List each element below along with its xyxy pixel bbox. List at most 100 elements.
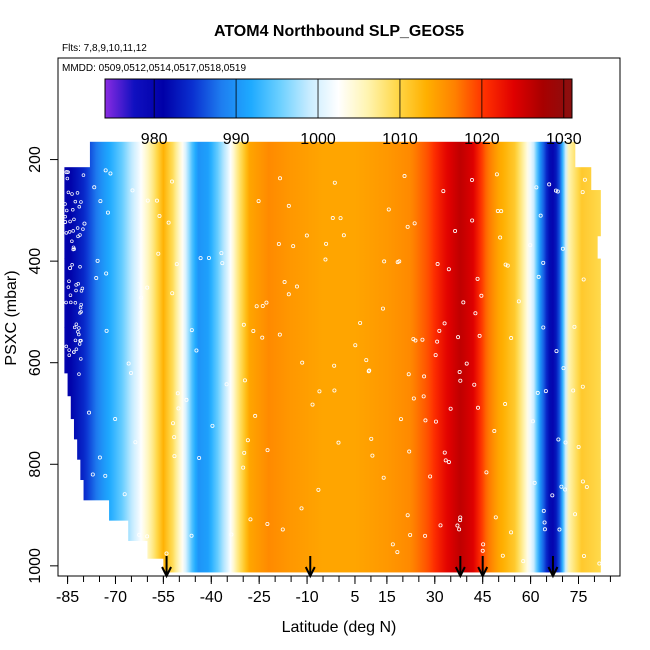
observation-point [78,311,82,315]
x-tick-label: 45 [474,589,492,606]
heatmap-leg [163,558,601,573]
heatmap-leg [70,395,601,420]
observation-point [538,213,543,218]
observation-point [448,406,453,411]
observation-point [105,210,110,215]
observation-point [532,480,537,485]
observation-point [154,198,159,203]
observation-point [472,382,477,387]
observation-point [443,458,448,463]
observation-point [582,177,587,182]
observation-point [469,178,474,183]
observation-point [547,182,552,187]
observation-point [164,551,169,556]
observation-point [206,255,211,260]
observation-point [316,487,321,492]
observation-point [464,361,469,366]
observation-point [476,405,481,410]
observation-point [77,372,81,376]
observation-point [277,332,282,337]
observation-point [480,548,485,553]
observation-point [278,176,283,181]
observation-point [71,229,75,233]
x-tick-label: 60 [522,589,540,606]
observation-point [481,542,486,547]
dates-label: MMDD: 0509,0512,0514,0517,0518,0519 [62,63,246,74]
x-tick-label: -70 [104,589,127,606]
observation-point [265,521,270,526]
observation-point [317,389,322,394]
observation-point [77,326,81,330]
heatmap-leg [64,304,601,328]
observation-point [407,449,412,454]
observation-point [338,216,343,221]
observation-point [571,388,576,393]
heatmap-leg [89,141,576,168]
observation-point [461,300,466,305]
observation-point [405,513,410,518]
observation-point [67,230,72,234]
observation-point [457,527,462,532]
observation-point [260,335,265,340]
observation-point [433,419,438,424]
observation-point [63,202,67,206]
observation-point [156,251,161,256]
observation-point [457,370,462,375]
observation-point [479,293,484,298]
arrow-marker [547,556,559,579]
heatmap-leg [64,350,601,374]
observation-point [197,455,202,460]
observation-point [554,349,559,354]
observation-point [67,353,71,357]
observation-point [477,333,482,338]
observation-point [72,217,76,222]
observation-point [97,455,102,460]
observation-point [122,531,127,536]
x-tick-label: 5 [351,589,360,606]
observation-point [103,473,108,478]
observation-point [369,436,374,441]
observation-point [364,358,369,363]
observation-point [171,421,176,426]
observation-point [423,418,428,423]
observation-point [534,185,539,190]
observation-point [411,396,416,401]
observation-point [78,305,83,310]
observation-point [528,243,533,248]
colorbar-tick-label: 1030 [546,131,582,148]
observation-point [438,523,443,528]
observation-point [503,262,508,267]
x-tick-label: -10 [296,589,319,606]
observation-point [341,233,346,238]
observation-point [286,203,291,208]
observation-point [323,257,328,262]
colorbar: 980 990 1000 1010 1020 1030 [104,78,582,148]
observation-point [358,321,363,326]
observation-point [299,506,304,511]
observation-point [64,300,68,305]
observation-point [242,378,247,383]
observation-point [493,515,498,520]
observation-point [601,335,606,340]
observation-point [458,378,463,383]
observation-point [73,301,78,305]
arrow-marker [304,556,316,579]
observation-point [580,190,585,195]
observation-point [332,363,337,368]
observation-point [470,218,475,223]
observation-point [137,532,142,537]
heatmap-leg [80,459,601,481]
observation-point [437,328,442,333]
observation-point [557,527,562,532]
observation-point [276,242,281,247]
observation-point [65,176,70,181]
observation-point [172,454,177,459]
observation-point [66,170,70,174]
observation-point [390,542,395,547]
observation-point [68,293,73,297]
observation-point [79,200,83,204]
observation-point [224,382,229,387]
observation-point [412,221,417,226]
observation-point [63,529,68,534]
